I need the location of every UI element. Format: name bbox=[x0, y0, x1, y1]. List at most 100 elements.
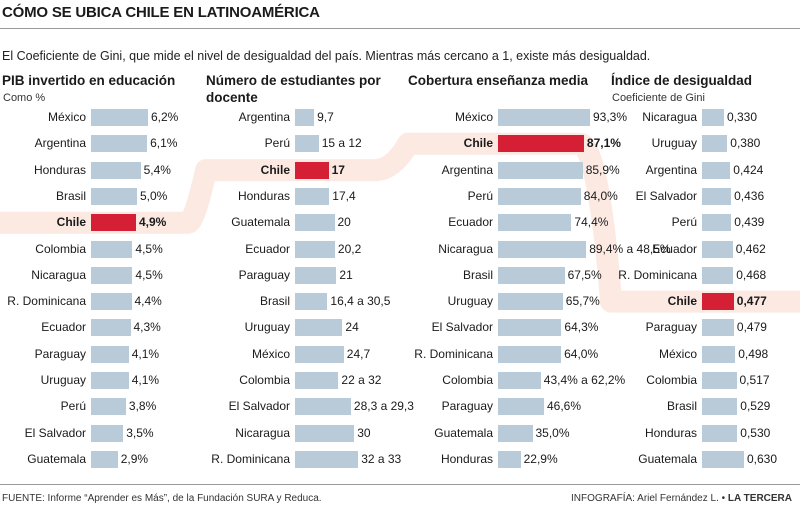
bar bbox=[702, 266, 734, 284]
value-label: 30 bbox=[357, 425, 371, 440]
value-label: 20,2 bbox=[337, 241, 362, 256]
value-label: 17,4 bbox=[332, 188, 356, 203]
category-label: Honduras bbox=[440, 451, 493, 466]
bar bbox=[702, 240, 733, 258]
category-label: Colombia bbox=[239, 373, 290, 387]
value-label: 87,1% bbox=[586, 136, 621, 151]
category-label: México bbox=[454, 110, 493, 124]
bar bbox=[91, 135, 148, 153]
value-label: 17 bbox=[331, 162, 345, 177]
bar bbox=[91, 266, 133, 284]
bar bbox=[91, 187, 137, 205]
value-label: 85,9% bbox=[585, 162, 620, 177]
value-label: 21 bbox=[339, 267, 353, 282]
bar bbox=[91, 345, 129, 363]
value-label: 64,3% bbox=[564, 320, 599, 335]
value-label: 5,4% bbox=[143, 162, 171, 177]
bar bbox=[295, 293, 328, 311]
value-label: 22,9% bbox=[523, 451, 558, 466]
bar bbox=[498, 293, 563, 311]
category-label: R. Dominicana bbox=[211, 451, 290, 466]
bar bbox=[295, 319, 343, 337]
category-label: Ecuador bbox=[652, 241, 697, 256]
category-label: R. Dominicana bbox=[618, 267, 697, 282]
category-label: México bbox=[251, 346, 290, 361]
bar bbox=[498, 109, 590, 126]
title-rule bbox=[0, 28, 800, 29]
bar bbox=[295, 187, 330, 205]
bar bbox=[702, 319, 734, 337]
bar bbox=[498, 214, 572, 232]
category-label: Nicaragua bbox=[438, 241, 493, 256]
bar bbox=[498, 450, 521, 468]
bar bbox=[498, 161, 583, 179]
value-label: 0,517 bbox=[739, 373, 770, 387]
value-label: 35,0% bbox=[535, 425, 570, 440]
value-label: 43,4% a 62,2% bbox=[543, 373, 626, 387]
bar bbox=[702, 135, 728, 153]
bar bbox=[498, 398, 544, 416]
category-label: Paraguay bbox=[34, 346, 86, 361]
bar bbox=[498, 266, 565, 284]
bar bbox=[91, 372, 129, 389]
value-label: 4,5% bbox=[135, 241, 163, 256]
bar bbox=[702, 372, 737, 389]
value-label: 4,4% bbox=[134, 294, 162, 309]
bar bbox=[702, 187, 732, 205]
value-label: 4,1% bbox=[131, 346, 160, 361]
value-label: 74,4% bbox=[574, 215, 609, 230]
credit-brand: LA TERCERA bbox=[727, 493, 792, 504]
chart-title: Número de estudiantes por docente bbox=[206, 73, 381, 105]
value-label: 4,5% bbox=[135, 267, 163, 282]
value-label: 46,6% bbox=[547, 399, 582, 414]
category-label: Guatemala bbox=[638, 451, 697, 466]
bar bbox=[295, 240, 335, 258]
value-label: 64,0% bbox=[564, 346, 599, 361]
category-label: Argentina bbox=[441, 162, 493, 177]
category-label: Brasil bbox=[55, 188, 86, 203]
bar bbox=[91, 293, 132, 311]
category-label: Honduras bbox=[33, 162, 86, 177]
category-label: Nicaragua bbox=[235, 425, 290, 440]
bar bbox=[498, 345, 562, 363]
title: CÓMO SE UBICA CHILE EN LATINOAMÉRICA bbox=[2, 4, 320, 21]
value-label: 6,1% bbox=[150, 136, 178, 151]
category-label: Nicaragua bbox=[642, 110, 697, 124]
value-label: 0,330 bbox=[727, 110, 758, 124]
bar bbox=[91, 109, 148, 126]
category-label: Colombia bbox=[646, 373, 697, 387]
value-label: 65,7% bbox=[565, 294, 600, 309]
value-label: 0,630 bbox=[747, 451, 778, 466]
value-label: 0,479 bbox=[736, 320, 767, 335]
credit: INFOGRAFÍA: Ariel Fernández L. • LA TERC… bbox=[571, 493, 792, 504]
category-label: Argentina bbox=[645, 162, 697, 177]
credit-author: INFOGRAFÍA: Ariel Fernández L. • bbox=[571, 493, 726, 504]
category-label: Chile bbox=[56, 215, 86, 230]
bottom-rule bbox=[0, 484, 800, 485]
value-label: 93,3% bbox=[593, 110, 628, 124]
category-label: Argentina bbox=[238, 110, 290, 124]
value-label: 3,5% bbox=[126, 425, 154, 440]
bar bbox=[702, 293, 734, 311]
category-label: Perú bbox=[467, 188, 493, 203]
bar bbox=[295, 135, 319, 153]
value-label: 0,468 bbox=[736, 267, 767, 282]
value-label: 84,0% bbox=[583, 188, 618, 203]
bar bbox=[295, 109, 315, 126]
bar bbox=[295, 345, 344, 363]
chart-subtitle: Como % bbox=[3, 92, 46, 104]
category-label: Uruguay bbox=[40, 373, 86, 387]
category-label: Paraguay bbox=[441, 399, 493, 414]
category-label: Honduras bbox=[644, 425, 697, 440]
value-label: 4,3% bbox=[133, 320, 161, 335]
bar bbox=[295, 398, 351, 416]
bar bbox=[295, 266, 337, 284]
bar bbox=[702, 450, 744, 468]
category-label: Perú bbox=[671, 215, 697, 230]
category-label: R. Dominicana bbox=[7, 294, 86, 309]
category-label: Brasil bbox=[462, 267, 493, 282]
value-label: 20 bbox=[337, 215, 351, 230]
bar bbox=[91, 161, 141, 179]
category-label: Chile bbox=[463, 136, 493, 151]
